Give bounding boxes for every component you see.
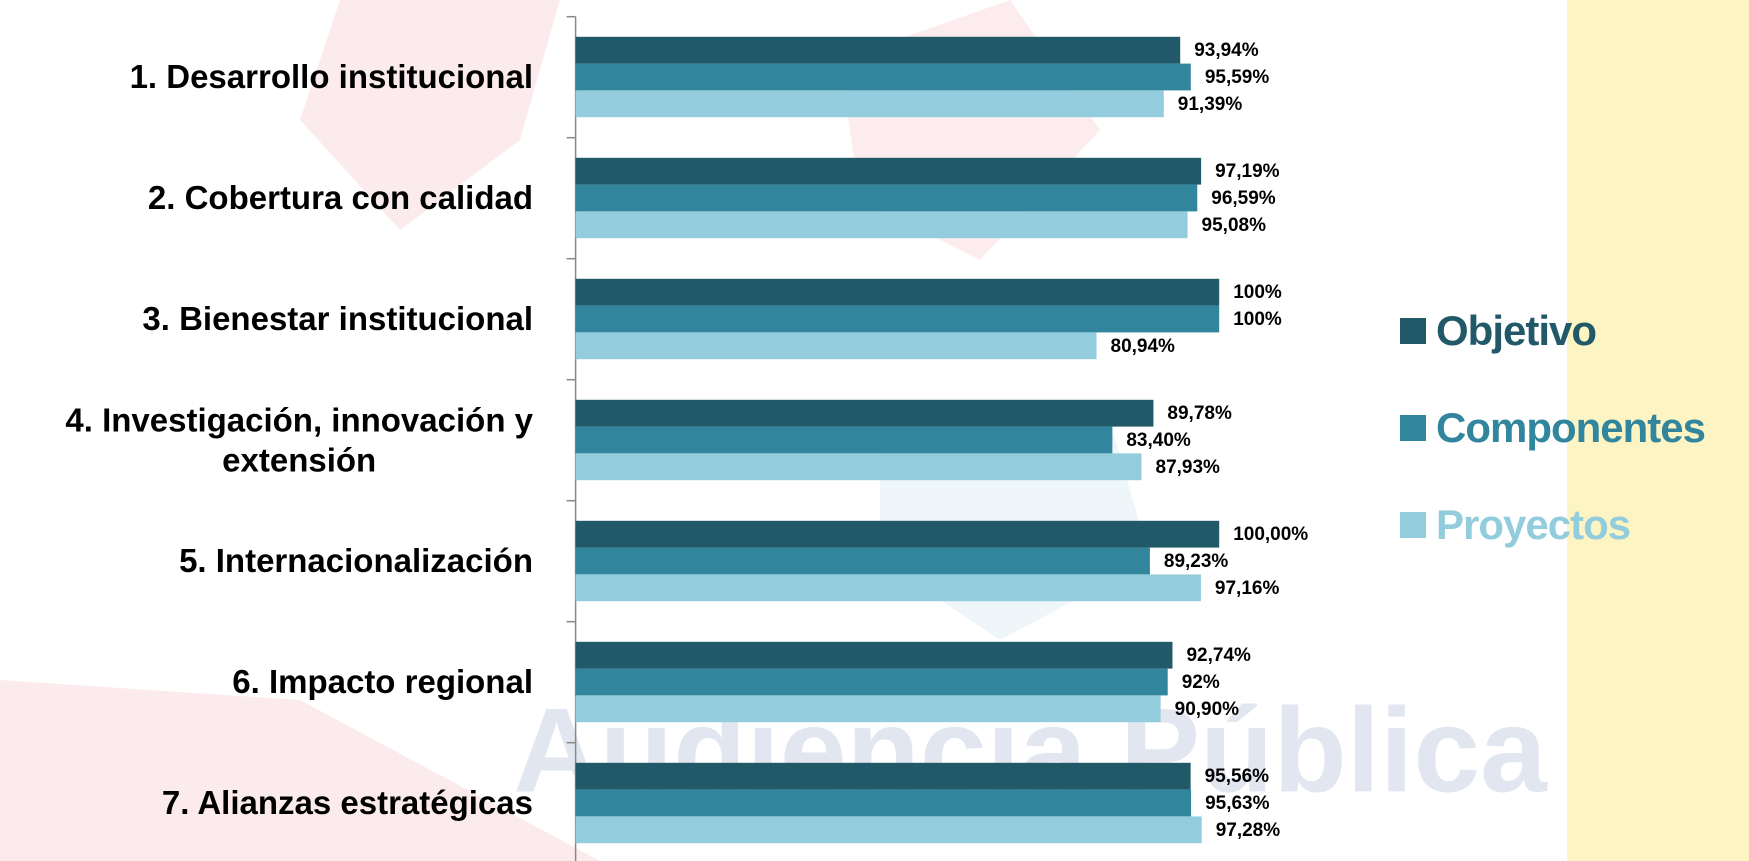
- bar: [575, 211, 1188, 239]
- value-label: 87,93%: [1156, 457, 1221, 478]
- value-label: 92%: [1182, 672, 1220, 693]
- category-text: 3. Bienestar institucional: [142, 300, 533, 338]
- bar: [575, 695, 1161, 723]
- legend-swatch: [1400, 511, 1426, 538]
- category-text: 1. Desarrollo institucional: [129, 58, 533, 96]
- legend-item: Objetivo: [1400, 282, 1705, 379]
- legend-label: Proyectos: [1436, 500, 1631, 548]
- value-label: 89,78%: [1167, 403, 1232, 424]
- legend-swatch: [1400, 317, 1426, 344]
- bar: [575, 278, 1220, 306]
- bar: [575, 789, 1192, 817]
- value-label: 100%: [1233, 282, 1282, 303]
- bar: [575, 399, 1154, 427]
- bar: [575, 668, 1168, 696]
- plot-area: 93,94% 95,59% 91,39% 97,19% 96,59% 95,08% 100%…: [566, 15, 1308, 861]
- bar: [575, 90, 1164, 118]
- value-label: 80,94%: [1111, 336, 1176, 357]
- category-label: 4. Investigación, innovación y extensión: [65, 400, 533, 479]
- category-label: 1. Desarrollo institucional: [130, 57, 533, 97]
- bar: [575, 36, 1181, 64]
- category-label: 6. Impacto regional: [232, 662, 533, 702]
- bar: [575, 157, 1202, 185]
- category-label: 7. Alianzas estratégicas: [162, 783, 533, 823]
- category-text: 4. Investigación, innovación y extensión: [65, 401, 533, 478]
- value-label: 97,28%: [1216, 820, 1281, 841]
- value-label: 83,40%: [1126, 430, 1191, 451]
- bar: [575, 547, 1150, 575]
- category-text: 7. Alianzas estratégicas: [161, 784, 533, 822]
- value-label: 100%: [1233, 309, 1282, 330]
- category-text: 6. Impacto regional: [232, 663, 533, 701]
- bar: [575, 184, 1198, 212]
- category-text: 5. Internacionalización: [179, 542, 533, 580]
- bar: [575, 63, 1191, 91]
- legend-item: Proyectos: [1400, 476, 1705, 573]
- value-label: 95,63%: [1205, 793, 1270, 814]
- bar: [575, 574, 1201, 602]
- legend-label: Objetivo: [1436, 306, 1597, 354]
- value-label: 91,39%: [1178, 94, 1243, 115]
- category-text: 2. Cobertura con calidad: [147, 179, 533, 217]
- decor-shape: [0, 680, 600, 861]
- side-band: [1567, 0, 1749, 861]
- value-label: 95,08%: [1202, 215, 1267, 236]
- bar: [575, 305, 1220, 333]
- bar: [575, 453, 1142, 481]
- bar: [575, 816, 1202, 844]
- value-label: 97,19%: [1215, 161, 1280, 182]
- value-label: 95,56%: [1205, 766, 1270, 787]
- category-label: 5. Internacionalización: [179, 541, 533, 581]
- bar: [575, 641, 1173, 669]
- legend-label: Componentes: [1436, 403, 1706, 451]
- decor-shape: [300, 0, 560, 230]
- category-label: 3. Bienestar institucional: [142, 299, 533, 339]
- bar: [575, 520, 1220, 548]
- value-label: 92,74%: [1186, 645, 1251, 666]
- legend-swatch: [1400, 414, 1426, 441]
- category-label: 2. Cobertura con calidad: [148, 178, 533, 218]
- value-label: 96,59%: [1211, 188, 1276, 209]
- value-label: 90,90%: [1175, 699, 1240, 720]
- legend-item: Componentes: [1400, 379, 1706, 476]
- bar: [575, 426, 1113, 454]
- bar: [575, 762, 1191, 790]
- value-label: 100,00%: [1233, 524, 1308, 545]
- bar: [575, 332, 1097, 360]
- value-label: 95,59%: [1205, 67, 1270, 88]
- value-label: 89,23%: [1164, 551, 1229, 572]
- value-label: 97,16%: [1215, 578, 1280, 599]
- value-label: 93,94%: [1194, 40, 1259, 61]
- legend: Objetivo Componentes Proyectos: [1400, 307, 1706, 621]
